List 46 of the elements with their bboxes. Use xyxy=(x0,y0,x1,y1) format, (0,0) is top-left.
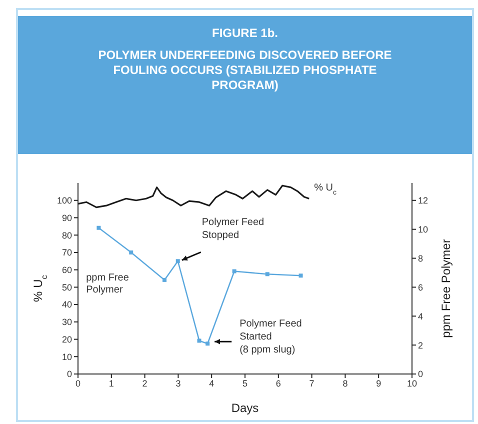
x-tick-label: 5 xyxy=(242,378,248,388)
y-tick-label: 70 xyxy=(62,248,72,258)
y-tick-label: 50 xyxy=(62,282,72,292)
series-label: ppm Free Polymer xyxy=(86,272,130,296)
y-tick-label: 40 xyxy=(62,300,72,310)
point xyxy=(197,338,202,343)
y-tick-label: 20 xyxy=(62,334,72,344)
chart-title: FIGURE 1b. xyxy=(210,26,279,40)
y2-tick-label: 12 xyxy=(418,196,428,206)
x-tick-label: 4 xyxy=(209,378,214,388)
y-tick-label: 90 xyxy=(62,212,72,223)
point xyxy=(298,274,303,278)
y2-tick-label: 8 xyxy=(418,253,424,264)
point xyxy=(206,342,210,346)
x-tick-label: 3 xyxy=(176,378,181,388)
x-tick-label: 2 xyxy=(142,378,148,388)
x-tick-label: 8 xyxy=(342,378,348,388)
point xyxy=(265,272,270,276)
chart-subtitle: POLYMER UNDERFEEDING DISCOVERED BEFORE FOULING OCCURS (STABILIZED PHOSPHATE PROGRAM) xyxy=(97,48,393,93)
x-tick-label: 7 xyxy=(309,378,314,388)
point xyxy=(176,259,180,264)
x-tick-label: 0 xyxy=(75,378,81,388)
x-axis-title: Days xyxy=(231,401,259,415)
point xyxy=(96,226,101,230)
y-tick-label: 0 xyxy=(66,369,72,380)
y2-tick-label: 10 xyxy=(418,224,428,234)
y-tick-label: 10 xyxy=(62,352,72,362)
y2-tick-label: 0 xyxy=(418,369,424,380)
y2-axis-title: ppm Free Polymer xyxy=(439,239,453,338)
point xyxy=(162,278,167,282)
y2-tick-label: 4 xyxy=(418,311,424,322)
y2-tick-label: 2 xyxy=(418,340,424,350)
point xyxy=(129,250,134,254)
y-tick-label: 60 xyxy=(62,265,72,276)
annotation: Polymer Feed Started (8 ppm slug) xyxy=(240,318,302,356)
y-tick-label: 30 xyxy=(62,317,72,328)
y-tick-label: 80 xyxy=(62,230,72,240)
y2-tick-label: 6 xyxy=(418,282,424,292)
x-tick-label: 1 xyxy=(108,378,114,388)
y-tick-label: 100 xyxy=(56,196,72,206)
point xyxy=(232,269,236,274)
x-tick-label: 10 xyxy=(406,378,418,388)
x-tick-label: 6 xyxy=(276,378,281,388)
x-tick-label: 9 xyxy=(376,378,382,388)
annotation: Polymer Feed Stopped xyxy=(202,217,264,242)
series-label: % U$_{c}$ xyxy=(314,182,338,196)
